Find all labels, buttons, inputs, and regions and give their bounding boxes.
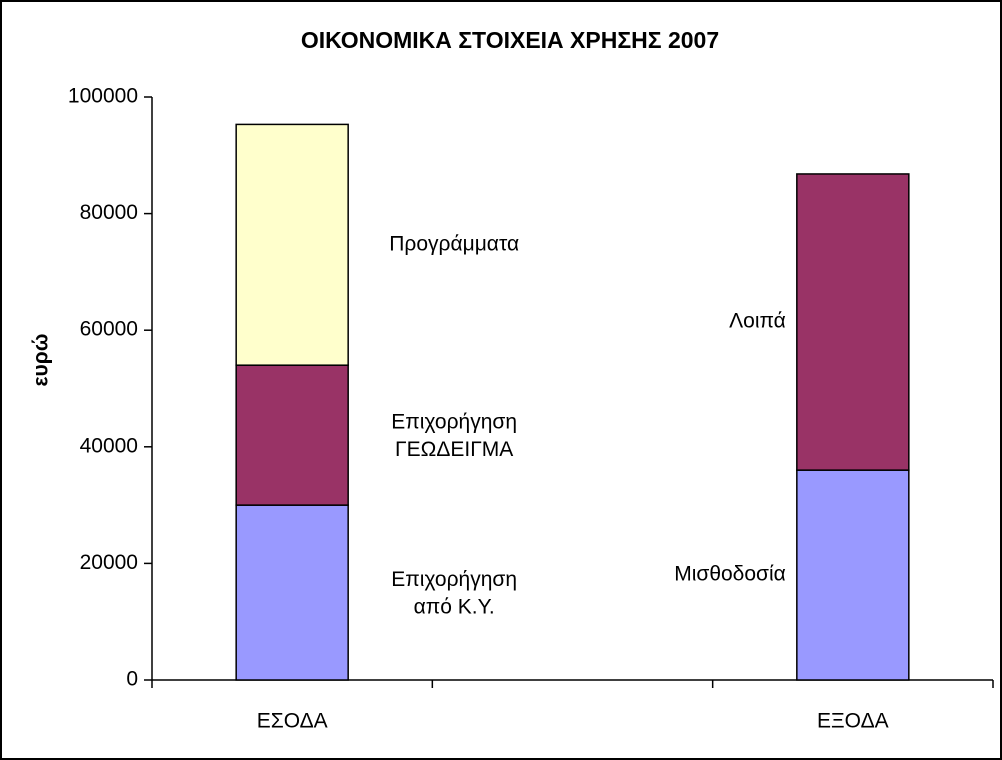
segment-label: Μισθοδοσία (674, 563, 786, 586)
chart-title: ΟΙΚΟΝΟΜΙΚΑ ΣΤΟΙΧΕΙΑ ΧΡΗΣΗΣ 2007 (301, 27, 719, 53)
x-tick-label: ΕΞΟΔΑ (817, 710, 889, 733)
y-tick-label: 100000 (68, 85, 138, 108)
bar-segment (796, 469, 910, 681)
x-tick-label: ΕΣΟΔΑ (257, 710, 328, 733)
bar-segment (796, 173, 910, 471)
bar-segment (235, 364, 349, 506)
bar-segment (235, 504, 349, 681)
y-tick-label: 60000 (80, 318, 138, 341)
segment-label: Επιχορήγηση ΓΕΩΔΕΙΓΜΑ (391, 410, 517, 460)
segment-label: Λοιπά (729, 310, 786, 333)
y-tick-label: 40000 (80, 434, 138, 457)
bar-segment (235, 123, 349, 366)
segment-label: Επιχορήγηση από Κ.Υ. (391, 567, 517, 617)
y-axis-label: ευρώ (30, 334, 53, 387)
segment-label: Προγράμματα (389, 232, 519, 255)
y-tick-label: 0 (126, 668, 138, 691)
y-tick-label: 80000 (80, 201, 138, 224)
y-tick-label: 20000 (80, 551, 138, 574)
